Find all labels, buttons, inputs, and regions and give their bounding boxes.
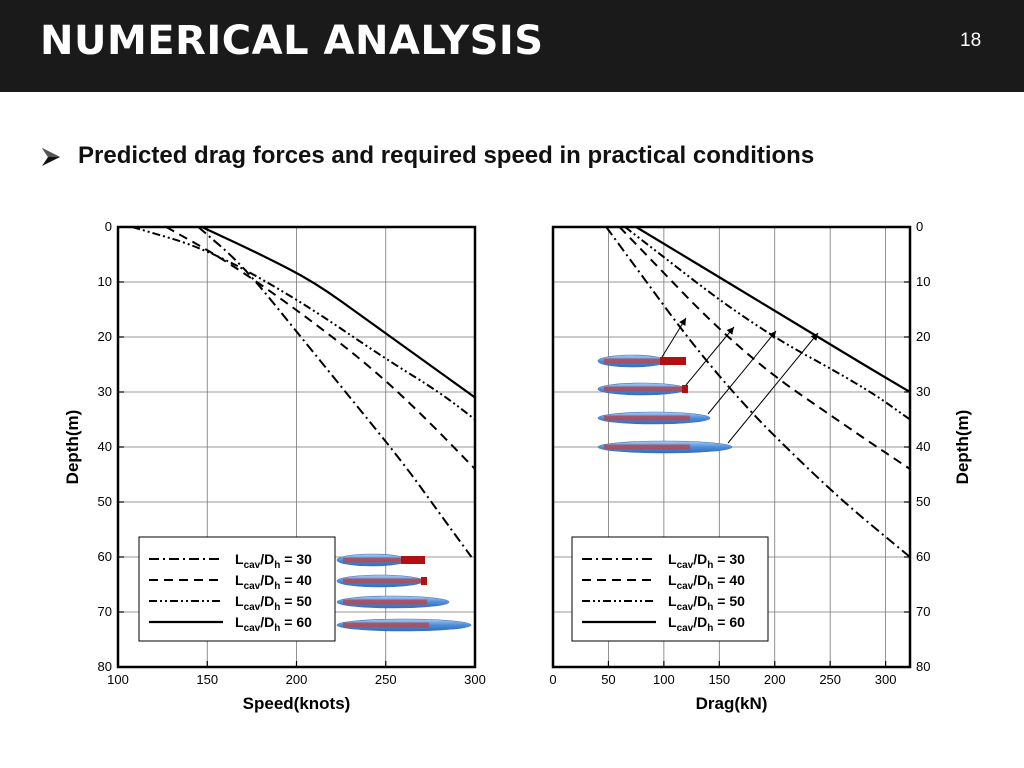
y-tick-label: 30 xyxy=(98,384,112,399)
series-line-3 xyxy=(624,227,910,421)
speed-depth-chart: 100 150 200 250 300 0 10 20 30 40 50 60 70 80 Speed(kn… xyxy=(63,219,486,713)
supercavitating-body-icon xyxy=(336,595,450,609)
y-tick-label: 40 xyxy=(916,439,930,454)
slide-title: NUMERICAL ANALYSIS xyxy=(40,18,544,64)
legend-label: Lcav/Dh = 50 xyxy=(668,593,745,613)
x-tick-label: 250 xyxy=(819,672,841,687)
x-tick-label: 250 xyxy=(375,672,397,687)
series-line-4 xyxy=(201,227,475,399)
supercavitating-body-icon xyxy=(336,574,427,588)
x-tick-label: 150 xyxy=(708,672,730,687)
series-line-3 xyxy=(131,227,475,421)
arrowhead-icon xyxy=(768,331,776,339)
y-axis-label: Depth(m) xyxy=(953,410,972,485)
drag-depth-chart: 0 50 100 150 200 250 300 0 10 20 30 40 50 60 70 80 Drag(… xyxy=(549,219,972,713)
legend-label: Lcav/Dh = 60 xyxy=(668,614,745,634)
arrowhead-icon xyxy=(679,318,686,326)
supercavitating-body-icon xyxy=(597,354,686,368)
y-tick-label: 10 xyxy=(98,274,112,289)
series-group xyxy=(605,227,910,558)
y-tick-label: 80 xyxy=(916,659,930,674)
series-line-4 xyxy=(635,227,910,393)
legend-label: Lcav/Dh = 60 xyxy=(235,614,312,634)
y-tick-label: 20 xyxy=(916,329,930,344)
supercavitating-body-icon xyxy=(597,411,711,425)
legend-label: Lcav/Dh = 30 xyxy=(668,551,745,571)
x-tick-label: 200 xyxy=(286,672,308,687)
arrow-bullet-icon xyxy=(42,148,60,166)
plot-frame xyxy=(116,225,477,669)
y-tick-label: 40 xyxy=(98,439,112,454)
y-tick-label: 50 xyxy=(98,494,112,509)
y-tick-label: 0 xyxy=(916,219,923,234)
x-axis-label: Drag(kN) xyxy=(696,694,768,713)
y-tick-label: 70 xyxy=(98,604,112,619)
page-number: 18 xyxy=(960,30,982,51)
x-tick-label: 100 xyxy=(107,672,129,687)
pointer-arrow xyxy=(685,326,735,386)
series-line-1 xyxy=(605,227,910,558)
x-tick-label: 300 xyxy=(875,672,897,687)
legend-box xyxy=(138,536,336,642)
series-line-2 xyxy=(618,227,910,470)
x-tick-label: 0 xyxy=(549,672,556,687)
legend-label: Lcav/Dh = 40 xyxy=(235,572,312,592)
pointer-arrow xyxy=(661,317,687,358)
projectile-illustrations xyxy=(336,317,819,632)
supercavitating-body-icon xyxy=(336,553,425,567)
legend-label: Lcav/Dh = 40 xyxy=(668,572,745,592)
legend-label: Lcav/Dh = 30 xyxy=(235,551,312,571)
supercavitating-body-icon xyxy=(597,440,733,454)
arrowhead-icon xyxy=(810,333,818,341)
y-tick-label: 70 xyxy=(916,604,930,619)
legend-box xyxy=(571,536,769,642)
y-tick-label: 30 xyxy=(916,384,930,399)
y-tick-label: 60 xyxy=(916,549,930,564)
y-tick-label: 0 xyxy=(105,219,112,234)
x-tick-label: 100 xyxy=(653,672,675,687)
pointer-arrows xyxy=(661,317,819,444)
pointer-arrow xyxy=(727,332,819,444)
x-tick-label: 50 xyxy=(601,672,615,687)
y-axis-label: Depth(m) xyxy=(63,410,82,485)
series-line-2 xyxy=(165,227,475,470)
y-tick-label: 80 xyxy=(98,659,112,674)
plot-frame xyxy=(551,225,912,669)
x-tick-label: 300 xyxy=(464,672,486,687)
x-tick-label: 150 xyxy=(196,672,218,687)
series-group xyxy=(131,227,475,558)
supercavitating-body-icon xyxy=(597,382,688,396)
series-line-1 xyxy=(197,227,473,558)
y-tick-label: 20 xyxy=(98,329,112,344)
y-tick-label: 60 xyxy=(98,549,112,564)
legend-label: Lcav/Dh = 50 xyxy=(235,593,312,613)
y-tick-label: 10 xyxy=(916,274,930,289)
bullet-text: Predicted drag forces and required speed… xyxy=(78,142,815,169)
supercavitating-body-icon xyxy=(336,618,472,632)
pointer-arrow xyxy=(707,330,777,415)
x-axis-label: Speed(knots) xyxy=(243,694,351,713)
arrowhead-icon xyxy=(726,327,734,335)
x-tick-label: 200 xyxy=(764,672,786,687)
title-bar: NUMERICAL ANALYSIS 18 xyxy=(0,0,1024,92)
y-tick-label: 50 xyxy=(916,494,930,509)
